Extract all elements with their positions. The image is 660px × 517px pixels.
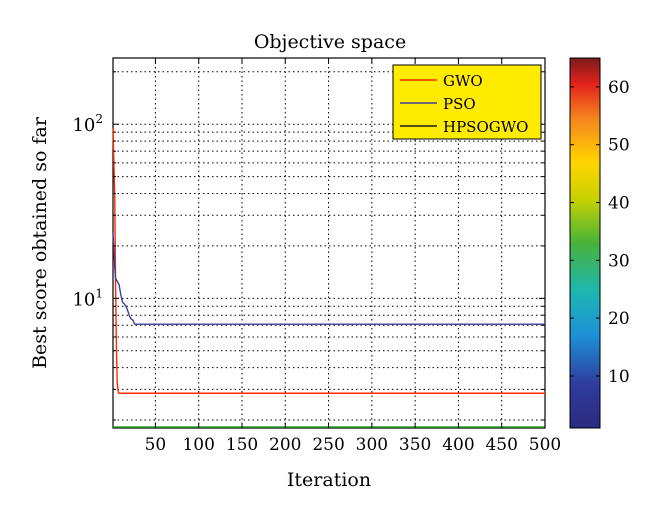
x-tick-label: 150: [226, 435, 258, 455]
x-tick-label: 350: [399, 435, 431, 455]
y-tick-label: 101: [72, 286, 103, 310]
colorbar: 10 20 30 40 50 60: [569, 57, 630, 429]
colorbar-tick-label: 30: [608, 251, 630, 271]
colorbar-tick-label: 60: [608, 78, 630, 98]
x-axis-ticks: 50 100 150 200 250 300 350 400 450 500: [145, 58, 561, 455]
x-tick-label: 250: [312, 435, 344, 455]
legend: GWO PSO HPSOGWO: [392, 64, 542, 140]
colorbar-tick-label: 10: [608, 367, 630, 387]
colorbar-tick-label: 40: [608, 194, 630, 214]
legend-label-pso: PSO: [443, 95, 476, 113]
x-tick-label: 400: [442, 435, 474, 455]
x-axis-label: Iteration: [287, 469, 371, 491]
colorbar-ticks: 10 20 30 40 50 60: [570, 78, 630, 387]
legend-label-gwo: GWO: [443, 72, 483, 90]
y-axis-label: Best score obtained so far: [29, 116, 51, 369]
x-tick-label: 450: [485, 435, 517, 455]
colorbar-tick-label: 50: [608, 136, 630, 156]
x-tick-label: 500: [529, 435, 561, 455]
series-line-pso: [112, 232, 545, 325]
colorbar-bar: [569, 57, 601, 429]
y-tick-label: 102: [72, 112, 103, 136]
x-tick-label: 100: [182, 435, 214, 455]
chart-title: Objective space: [254, 31, 406, 53]
legend-label-hpsogwo: HPSOGWO: [443, 118, 528, 136]
x-tick-label: 50: [145, 435, 167, 455]
colorbar-tick-label: 20: [608, 309, 630, 329]
x-tick-label: 300: [356, 435, 388, 455]
x-tick-label: 200: [269, 435, 301, 455]
legend-entries: GWO PSO HPSOGWO: [400, 72, 528, 136]
grid: [113, 58, 545, 428]
y-axis-ticks: 101 102: [72, 71, 545, 421]
series-line-gwo: [112, 128, 545, 394]
